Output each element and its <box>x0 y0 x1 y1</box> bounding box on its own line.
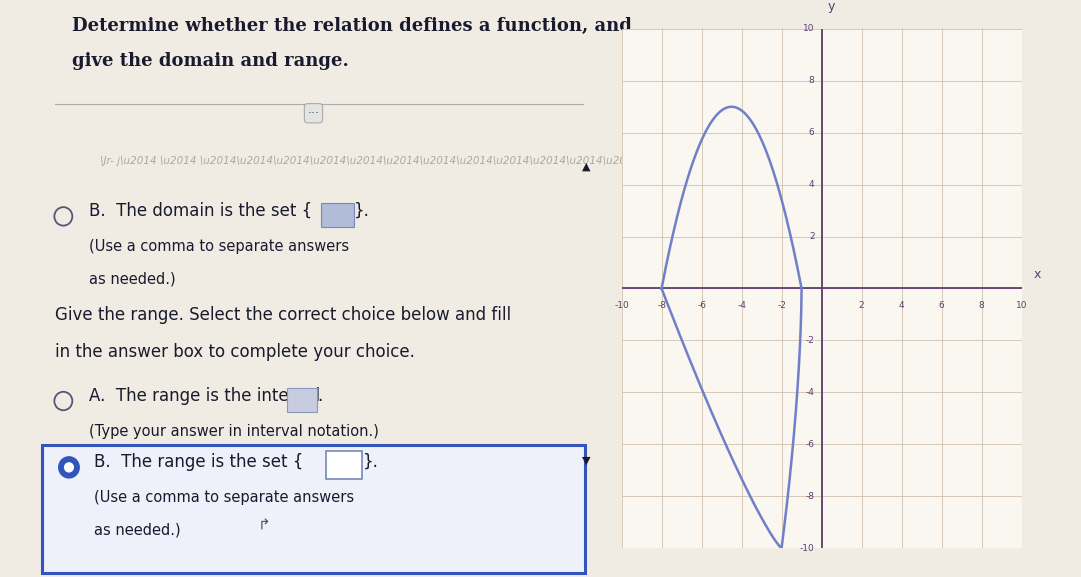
Text: -6: -6 <box>697 301 706 310</box>
Text: (Use a comma to separate answers: (Use a comma to separate answers <box>89 239 349 254</box>
Text: as needed.): as needed.) <box>94 522 181 537</box>
Circle shape <box>58 457 79 478</box>
Text: ▲: ▲ <box>582 162 590 171</box>
Text: 10: 10 <box>1016 301 1027 310</box>
Text: -6: -6 <box>805 440 815 449</box>
Text: A.  The range is the interval: A. The range is the interval <box>89 387 320 404</box>
Text: }.: }. <box>362 453 378 471</box>
Text: Give the range. Select the correct choice below and fill: Give the range. Select the correct choic… <box>55 306 511 324</box>
Text: -2: -2 <box>777 301 786 310</box>
FancyBboxPatch shape <box>288 388 318 412</box>
Text: B.  The range is the set {: B. The range is the set { <box>94 453 304 471</box>
Text: x: x <box>1033 268 1041 280</box>
Text: 8: 8 <box>809 76 815 85</box>
Text: .: . <box>318 387 322 404</box>
Circle shape <box>64 462 74 473</box>
Text: -10: -10 <box>614 301 629 310</box>
Text: Determine whether the relation defines a function, and: Determine whether the relation defines a… <box>71 17 631 35</box>
Text: y: y <box>828 0 835 13</box>
Text: 6: 6 <box>809 128 815 137</box>
Text: 6: 6 <box>938 301 945 310</box>
FancyBboxPatch shape <box>321 203 353 227</box>
Text: as needed.): as needed.) <box>89 271 175 286</box>
FancyBboxPatch shape <box>326 451 362 479</box>
Text: B.  The domain is the set {: B. The domain is the set { <box>89 202 312 220</box>
Text: ···: ··· <box>307 107 320 120</box>
Text: }.: }. <box>353 202 370 220</box>
Text: 2: 2 <box>809 232 815 241</box>
Text: give the domain and range.: give the domain and range. <box>71 52 349 70</box>
Text: -4: -4 <box>737 301 746 310</box>
Text: 10: 10 <box>803 24 815 33</box>
Text: ▼: ▼ <box>582 456 590 466</box>
Text: ↱: ↱ <box>257 518 270 533</box>
Text: 2: 2 <box>858 301 865 310</box>
Text: -8: -8 <box>805 492 815 501</box>
Text: -2: -2 <box>805 336 815 345</box>
Text: -4: -4 <box>805 388 815 397</box>
Text: \Jr- j\u2014 \u2014 \u2014\u2014\u2014\u2014\u2014\u2014\u2014\u2014\u2014\u2014: \Jr- j\u2014 \u2014 \u2014\u2014\u2014\u… <box>99 156 719 166</box>
FancyBboxPatch shape <box>42 445 585 573</box>
Text: 4: 4 <box>898 301 905 310</box>
Text: (Type your answer in interval notation.): (Type your answer in interval notation.) <box>89 424 378 439</box>
Text: 4: 4 <box>809 180 815 189</box>
Text: -10: -10 <box>800 544 815 553</box>
Text: in the answer box to complete your choice.: in the answer box to complete your choic… <box>55 343 415 361</box>
Text: 8: 8 <box>978 301 985 310</box>
Text: -8: -8 <box>657 301 666 310</box>
Text: (Use a comma to separate answers: (Use a comma to separate answers <box>94 490 355 505</box>
